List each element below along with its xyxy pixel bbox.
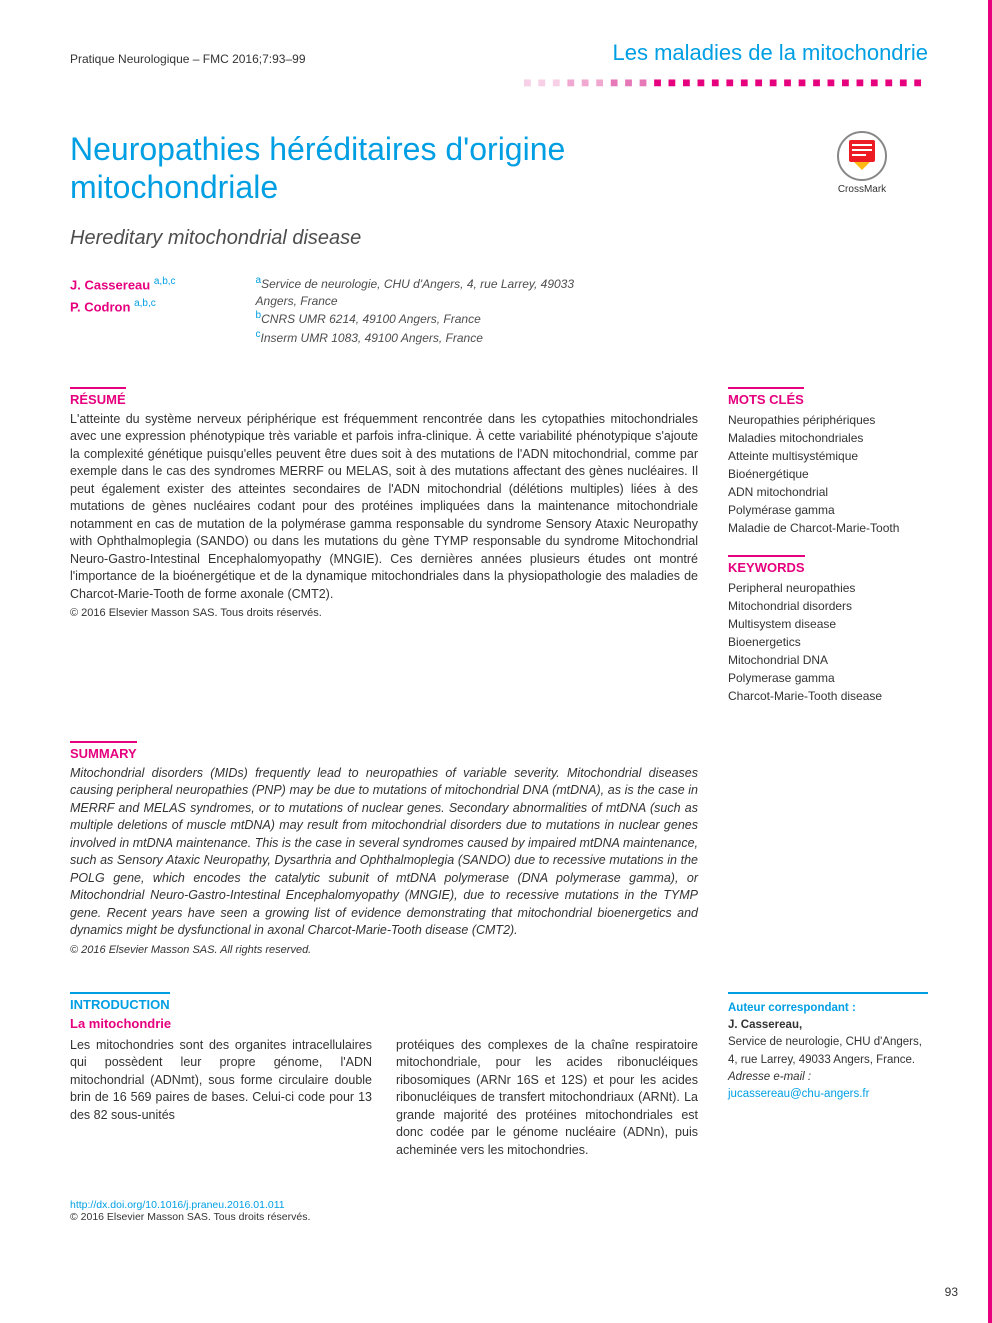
resume-keywords-row: RÉSUMÉ L'atteinte du système nerveux pér… <box>70 387 928 705</box>
contact-address: Service de neurologie, CHU d'Angers, 4, … <box>728 1034 928 1069</box>
contact-email[interactable]: jucassereau@chu-angers.fr <box>728 1086 928 1103</box>
intro-col-1: Les mitochondries sont des organites int… <box>70 1037 372 1160</box>
keyword: ADN mitochondrial <box>728 483 928 501</box>
keyword: Mitochondrial DNA <box>728 651 928 669</box>
page-number: 93 <box>945 1285 958 1299</box>
contact-email-label: Adresse e-mail : <box>728 1071 811 1083</box>
crossmark-icon <box>836 130 888 182</box>
affiliation: bCNRS UMR 6214, 49100 Angers, France <box>256 309 616 328</box>
keyword: Polymérase gamma <box>728 501 928 519</box>
keyword: Bioenergetics <box>728 633 928 651</box>
mots-cles-list: Neuropathies périphériques Maladies mito… <box>728 411 928 537</box>
author: P. Codron a,b,c <box>70 296 176 318</box>
authors-affiliations-row: J. Cassereau a,b,c P. Codron a,b,c aServ… <box>70 274 928 347</box>
resume-copyright: © 2016 Elsevier Masson SAS. Tous droits … <box>70 607 698 619</box>
contact-sidebar: Auteur correspondant : J. Cassereau, Ser… <box>728 992 928 1160</box>
footer: http://dx.doi.org/10.1016/j.praneu.2016.… <box>70 1199 928 1223</box>
keywords-heading: KEYWORDS <box>728 555 805 575</box>
doi-link[interactable]: http://dx.doi.org/10.1016/j.praneu.2016.… <box>70 1199 928 1211</box>
page: Pratique Neurologique – FMC 2016;7:93–99… <box>0 0 992 1323</box>
intro-columns: Les mitochondries sont des organites int… <box>70 1037 698 1160</box>
affiliation: cInserm UMR 1083, 49100 Angers, France <box>256 328 616 347</box>
keyword: Bioénergétique <box>728 465 928 483</box>
journal-section-title: Les maladies de la mitochondrie <box>612 40 928 66</box>
keyword: Multisystem disease <box>728 615 928 633</box>
keyword: Atteinte multisystémique <box>728 447 928 465</box>
article-title: Neuropathies héréditaires d'origine mito… <box>70 130 710 207</box>
authors-list: J. Cassereau a,b,c P. Codron a,b,c <box>70 274 176 347</box>
keyword: Charcot-Marie-Tooth disease <box>728 687 928 705</box>
keyword: Mitochondrial disorders <box>728 597 928 615</box>
keyword: Neuropathies périphériques <box>728 411 928 429</box>
header-row: Pratique Neurologique – FMC 2016;7:93–99… <box>70 40 928 66</box>
keyword: Polymerase gamma <box>728 669 928 687</box>
resume-text: L'atteinte du système nerveux périphériq… <box>70 411 698 604</box>
summary-copyright: © 2016 Elsevier Masson SAS. All rights r… <box>70 944 698 956</box>
summary-heading: SUMMARY <box>70 741 137 761</box>
title-row: Neuropathies héréditaires d'origine mito… <box>70 130 928 207</box>
decorative-dots: ■■■■■■■■■■■■■■■■■■■■■■■■■■■■ <box>70 74 928 90</box>
intro-subheading: La mitochondrie <box>70 1016 698 1031</box>
affiliations-list: aService de neurologie, CHU d'Angers, 4,… <box>256 274 616 347</box>
footer-copyright: © 2016 Elsevier Masson SAS. Tous droits … <box>70 1211 928 1223</box>
summary-block: SUMMARY Mitochondrial disorders (MIDs) f… <box>70 741 698 956</box>
corresponding-author-box: Auteur correspondant : J. Cassereau, Ser… <box>728 992 928 1104</box>
intro-col-2: protéiques des complexes de la chaîne re… <box>396 1037 698 1160</box>
journal-reference: Pratique Neurologique – FMC 2016;7:93–99 <box>70 52 306 66</box>
resume-heading: RÉSUMÉ <box>70 387 126 407</box>
author: J. Cassereau a,b,c <box>70 274 176 296</box>
contact-name: J. Cassereau, <box>728 1017 928 1034</box>
keyword: Peripheral neuropathies <box>728 579 928 597</box>
mots-cles-heading: MOTS CLÉS <box>728 387 804 407</box>
keyword: Maladies mitochondriales <box>728 429 928 447</box>
affiliation: aService de neurologie, CHU d'Angers, 4,… <box>256 274 616 310</box>
sidebar-keywords: MOTS CLÉS Neuropathies périphériques Mal… <box>728 387 928 705</box>
crossmark-badge[interactable]: CrossMark <box>836 130 888 195</box>
summary-text: Mitochondrial disorders (MIDs) frequentl… <box>70 765 698 940</box>
crossmark-label: CrossMark <box>838 184 886 195</box>
introduction-heading: INTRODUCTION <box>70 992 170 1012</box>
summary-row: SUMMARY Mitochondrial disorders (MIDs) f… <box>70 741 928 956</box>
intro-block: INTRODUCTION La mitochondrie Les mitocho… <box>70 992 698 1160</box>
contact-label: Auteur correspondant : <box>728 1000 928 1017</box>
article-subtitle: Hereditary mitochondrial disease <box>70 227 928 250</box>
keyword: Maladie de Charcot-Marie-Tooth <box>728 519 928 537</box>
intro-row: INTRODUCTION La mitochondrie Les mitocho… <box>70 992 928 1160</box>
resume-block: RÉSUMÉ L'atteinte du système nerveux pér… <box>70 387 698 705</box>
keywords-list: Peripheral neuropathies Mitochondrial di… <box>728 579 928 705</box>
